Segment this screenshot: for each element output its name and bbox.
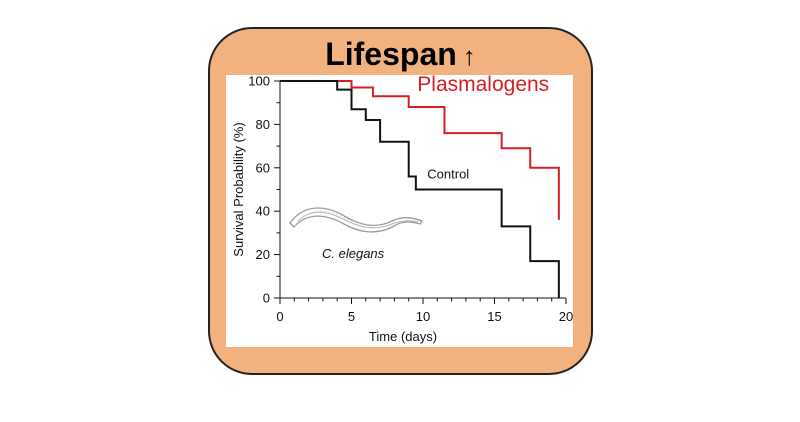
series-label-plasmalogens: Plasmalogens bbox=[417, 75, 549, 96]
up-arrow-icon: ↑ bbox=[462, 41, 476, 71]
series-label-control: Control bbox=[427, 167, 469, 182]
axis-ticks: 0 5 10 15 20 0 20 40 60 80 100 bbox=[248, 75, 573, 324]
worm-inner-line bbox=[297, 211, 419, 229]
y-axis-label: Survival Probability (%) bbox=[231, 122, 246, 256]
x-tick-label: 5 bbox=[348, 309, 355, 324]
x-tick-label: 0 bbox=[276, 309, 283, 324]
worm-icon bbox=[289, 207, 423, 233]
x-tick-label: 15 bbox=[487, 309, 501, 324]
chart-title: Lifespan ↑ bbox=[208, 38, 593, 70]
worm-body bbox=[289, 207, 423, 233]
y-tick-label: 40 bbox=[256, 204, 270, 219]
series-layer bbox=[280, 80, 560, 298]
y-tick-label: 20 bbox=[256, 247, 270, 262]
title-text: Lifespan bbox=[325, 36, 457, 72]
y-tick-label: 0 bbox=[263, 291, 270, 306]
survival-chart: 0 5 10 15 20 0 20 40 60 80 100 Time (days) Surviva… bbox=[231, 75, 573, 344]
series-line-control bbox=[280, 80, 560, 298]
y-tick-label: 80 bbox=[256, 117, 270, 132]
series-line-plasmalogens bbox=[280, 80, 560, 220]
worm-inner-line-2 bbox=[301, 210, 392, 226]
y-tick-label: 100 bbox=[248, 75, 270, 89]
organism-label: C. elegans bbox=[322, 246, 385, 261]
plot-panel: 0 5 10 15 20 0 20 40 60 80 100 Time (days) Surviva… bbox=[226, 75, 573, 347]
x-axis-label: Time (days) bbox=[369, 329, 437, 344]
x-tick-label: 10 bbox=[416, 309, 430, 324]
y-tick-label: 60 bbox=[256, 160, 270, 175]
x-tick-label: 20 bbox=[559, 309, 573, 324]
